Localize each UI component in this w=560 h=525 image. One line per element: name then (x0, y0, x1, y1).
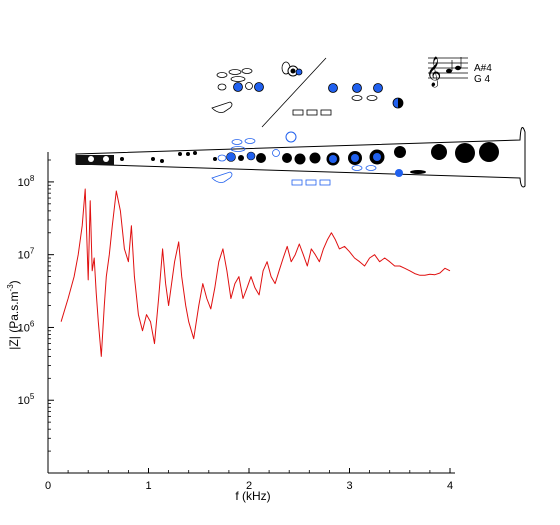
y-tick-label: 106 (18, 319, 35, 334)
fingering-diagram: 𝄞 A#4 G 4 (75, 56, 526, 188)
upper-fingering-chart (211, 57, 404, 128)
y-tick-label: 105 (18, 392, 35, 407)
y-tick-label: 108 (18, 174, 35, 189)
plot-frame (47, 152, 455, 474)
y-axis-label-base: |Z| (Pa.s.m (7, 291, 21, 349)
x-tick-label: 3 (346, 480, 352, 492)
x-tick-label: 1 (145, 480, 151, 492)
y-axis-label-exponent: -3 (6, 284, 15, 292)
y-tick-mantissa: 10 (18, 322, 30, 334)
x-axis-ticks: 0 1 2 3 4 (45, 468, 453, 492)
y-tick-exponent: 6 (30, 319, 35, 328)
music-staff: 𝄞 A#4 G 4 (426, 56, 492, 88)
impedance-series-line (60, 188, 451, 357)
note-label-lower: G 4 (474, 74, 491, 85)
y-tick-mantissa: 10 (18, 250, 30, 262)
y-tick-exponent: 5 (30, 392, 35, 401)
series-layer (60, 188, 451, 357)
y-tick-mantissa: 10 (18, 395, 30, 407)
instrument-body (75, 127, 526, 188)
note-label-upper: A#4 (474, 63, 492, 74)
x-tick-label: 4 (447, 480, 453, 492)
x-tick-label: 0 (45, 480, 51, 492)
x-axis-label: f (kHz) (235, 489, 270, 503)
y-tick-exponent: 8 (30, 174, 35, 183)
y-tick-label: 107 (18, 247, 35, 262)
treble-clef-icon: 𝄞 (426, 56, 441, 88)
y-axis-label-close: ) (7, 280, 21, 284)
y-tick-mantissa: 10 (18, 177, 30, 189)
y-tick-exponent: 7 (30, 247, 35, 256)
x-tick-label: 2 (246, 480, 252, 492)
y-axis-label: |Z| (Pa.s.m-3) (6, 280, 21, 349)
